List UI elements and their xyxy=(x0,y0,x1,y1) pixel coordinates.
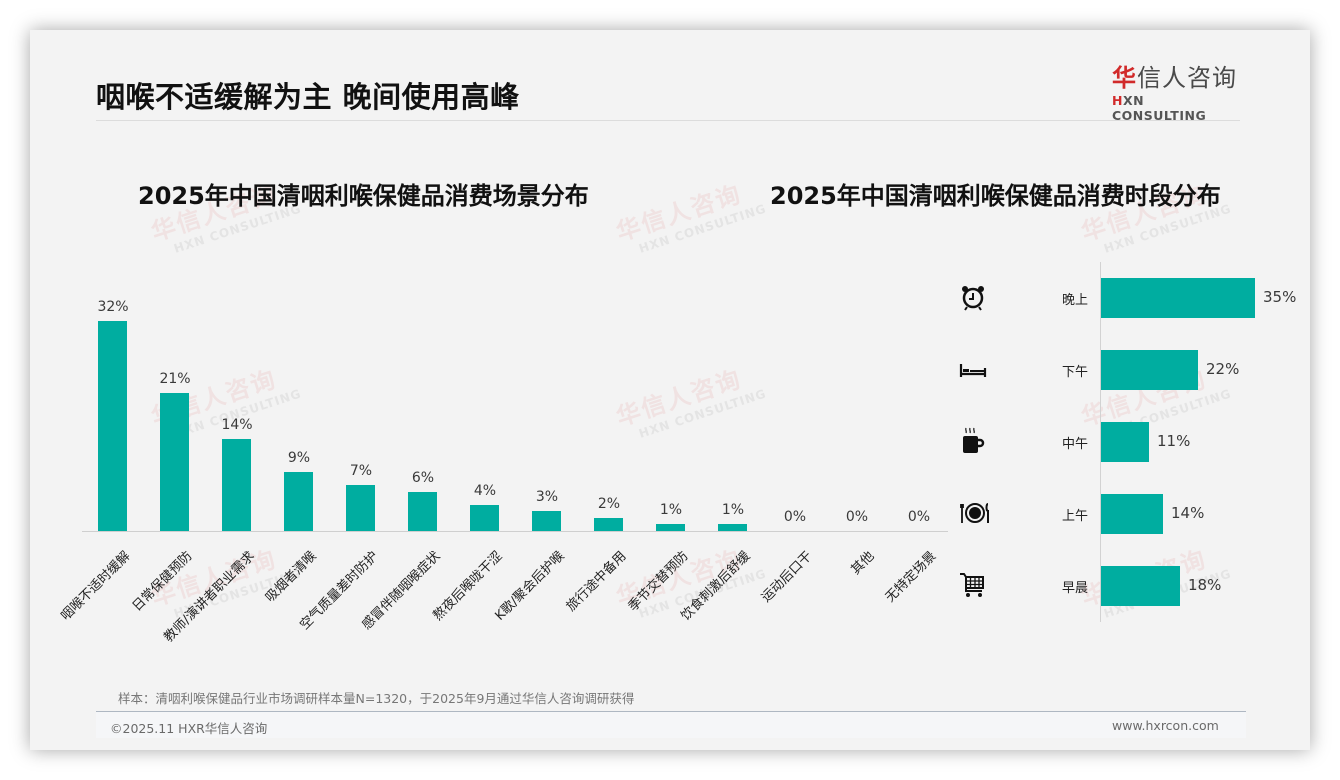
bar xyxy=(98,321,127,531)
bar xyxy=(656,524,685,531)
bar xyxy=(718,524,747,531)
page-title: 咽喉不适缓解为主 晚间使用高峰 xyxy=(96,80,520,114)
x-tick-label: 旅行途中备用 xyxy=(563,548,630,615)
bar xyxy=(408,492,437,531)
data-label: 32% xyxy=(97,299,129,315)
bar-column: 9% xyxy=(268,231,330,531)
bar xyxy=(1101,278,1255,318)
logo-cn: 华信人咨询 xyxy=(1112,64,1242,92)
bar-column: 1% xyxy=(640,231,702,531)
x-tick-label: 吸烟者清喉 xyxy=(262,548,320,606)
logo-en-rest: XN CONSULTING xyxy=(1112,93,1207,123)
data-label: 0% xyxy=(907,509,931,525)
x-axis-line xyxy=(82,531,948,532)
logo-cn-rest: 信人咨询 xyxy=(1137,64,1237,92)
footer-divider xyxy=(96,711,1246,712)
bar xyxy=(1101,350,1198,390)
bar-column: 14% xyxy=(206,231,268,531)
data-label: 0% xyxy=(783,509,807,525)
bar xyxy=(222,439,251,531)
bar-column: 4% xyxy=(454,231,516,531)
bar-column: 0% xyxy=(764,231,826,531)
x-tick-label: 无特定场景 xyxy=(882,548,940,606)
bar-column: 6% xyxy=(392,231,454,531)
logo-en-accent: H xyxy=(1112,93,1123,108)
data-label: 18% xyxy=(1188,576,1222,594)
data-label: 35% xyxy=(1263,288,1297,306)
bar-column: 1% xyxy=(702,231,764,531)
bar xyxy=(1101,422,1149,462)
footer-band xyxy=(96,712,1246,738)
brand-logo: 华信人咨询 HXN CONSULTING xyxy=(1112,64,1242,123)
bar xyxy=(470,505,499,531)
data-label: 9% xyxy=(287,450,311,466)
data-label: 14% xyxy=(1171,504,1205,522)
x-tick-label: 其他 xyxy=(848,548,878,578)
website-url: www.hxrcon.com xyxy=(1112,718,1219,733)
data-label: 1% xyxy=(659,502,683,518)
data-label: 2% xyxy=(597,496,621,512)
scene-chart-title: 2025年中国清咽利喉保健品消费场景分布 xyxy=(138,182,589,210)
data-label: 3% xyxy=(535,489,559,505)
x-tick-label: 咽喉不适时缓解 xyxy=(58,548,134,624)
bar xyxy=(532,511,561,531)
time-bar-chart: 晚上 35% 下午 22% 中午 11% 上午 14% 早晨 18% xyxy=(950,262,1310,622)
sample-note: 样本：清咽利喉保健品行业市场调研样本量N=1320，于2025年9月通过华信人咨… xyxy=(118,691,635,706)
y-tick-label: 上午 xyxy=(1062,509,1089,524)
data-label: 21% xyxy=(159,371,191,387)
bar-row: 上午 14% xyxy=(950,494,1310,534)
bar-row: 晚上 35% xyxy=(950,278,1310,318)
plate-cutlery-icon xyxy=(958,498,989,528)
title-divider xyxy=(96,120,1240,121)
data-label: 22% xyxy=(1206,360,1240,378)
shopping-cart-icon xyxy=(958,570,988,600)
bar-row: 中午 11% xyxy=(950,422,1310,462)
bar-column: 32% xyxy=(82,231,144,531)
data-label: 11% xyxy=(1157,432,1191,450)
y-tick-label: 早晨 xyxy=(1062,581,1089,596)
y-axis-line xyxy=(1100,262,1101,622)
data-label: 14% xyxy=(221,417,253,433)
data-label: 1% xyxy=(721,502,745,518)
y-tick-label: 晚上 xyxy=(1062,293,1089,308)
bar xyxy=(1101,566,1180,606)
slide: 咽喉不适缓解为主 晚间使用高峰 华信人咨询 HXN CONSULTING 华信人… xyxy=(30,30,1310,750)
y-tick-label: 下午 xyxy=(1062,365,1089,380)
bar xyxy=(346,485,375,531)
x-tick-label: 运动后口干 xyxy=(758,548,816,606)
bar-column: 3% xyxy=(516,231,578,531)
bar-column: 0% xyxy=(888,231,950,531)
scene-bar-chart: 32% 咽喉不适时缓解 21% 日常保健预防 14% 教师/演讲者职业需求 9% 吸烟者清喉 7… xyxy=(58,260,948,645)
y-tick-label: 中午 xyxy=(1062,437,1089,452)
bar-column: 0% xyxy=(826,231,888,531)
bar xyxy=(284,472,313,531)
bar-column: 2% xyxy=(578,231,640,531)
alarm-clock-icon xyxy=(958,282,988,312)
bar-column: 7% xyxy=(330,231,392,531)
bar-row: 下午 22% xyxy=(950,350,1310,390)
data-label: 6% xyxy=(411,470,435,486)
logo-cn-accent: 华 xyxy=(1112,64,1137,92)
data-label: 0% xyxy=(845,509,869,525)
bar-row: 早晨 18% xyxy=(950,566,1310,606)
bar xyxy=(160,393,189,531)
bar xyxy=(1101,494,1163,534)
bed-icon xyxy=(958,354,988,384)
logo-en: HXN CONSULTING xyxy=(1112,93,1242,123)
copyright: ©2025.11 HXR华信人咨询 xyxy=(110,721,268,736)
data-label: 4% xyxy=(473,483,497,499)
coffee-cup-icon xyxy=(958,426,988,456)
time-chart-title: 2025年中国清咽利喉保健品消费时段分布 xyxy=(770,182,1221,210)
bar-column: 21% xyxy=(144,231,206,531)
bar xyxy=(594,518,623,531)
data-label: 7% xyxy=(349,463,373,479)
